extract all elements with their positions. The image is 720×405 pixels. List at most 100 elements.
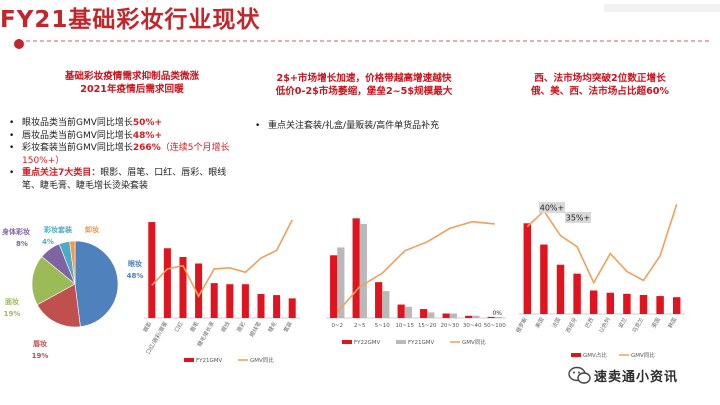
x-tick-label: 英国 bbox=[649, 316, 662, 330]
bar bbox=[337, 247, 345, 318]
pie-slice bbox=[36, 283, 81, 328]
bar bbox=[179, 256, 187, 318]
pie-slice-label: 面妆 bbox=[5, 297, 19, 306]
bar bbox=[226, 284, 234, 318]
legend-label: FY21GMV bbox=[196, 358, 223, 364]
bar bbox=[494, 316, 502, 318]
bullet-lip-makeup: 唇妆品类当前GMV同比增长48%+ bbox=[6, 130, 242, 143]
watermark: 速卖通小资讯 bbox=[568, 364, 708, 386]
bar bbox=[623, 293, 631, 314]
legend-label: GMV同比 bbox=[462, 338, 486, 346]
pie-slice-percent: 48% bbox=[127, 272, 144, 280]
bar bbox=[375, 282, 383, 318]
annotation-label: 35%+ bbox=[566, 214, 590, 223]
legend-label: GMV同比 bbox=[631, 351, 655, 358]
bar bbox=[257, 294, 265, 318]
wechat-logo-icon bbox=[568, 366, 591, 384]
x-tick-label: 眼线 bbox=[219, 320, 232, 334]
legend-swatch bbox=[184, 358, 194, 362]
legend-swatch bbox=[396, 340, 406, 344]
bar bbox=[397, 304, 405, 318]
country-gmv-chart: 俄罗斯 美国 法国 西班牙 巴西 以色列 波兰 乌克兰 英国 韩国 GMV占比 GMV同比 40%+35… bbox=[515, 202, 685, 358]
col3-heading-line1: 西、法市场均突破2位数正增长 bbox=[534, 73, 666, 84]
bar bbox=[639, 294, 648, 314]
bar bbox=[487, 316, 495, 318]
pie-slice-label: 唇妆 bbox=[33, 339, 47, 348]
x-tick-label: 睫毛 bbox=[266, 320, 279, 334]
bar bbox=[449, 313, 457, 318]
x-tick-label: 5~10 bbox=[375, 323, 391, 329]
x-tick-label: 韩国 bbox=[666, 316, 679, 330]
col3-heading-line2: 俄、美、西、法市场占比超60% bbox=[530, 86, 670, 97]
pie-slice-label: 彩妆套装 bbox=[43, 225, 72, 234]
bar bbox=[330, 255, 338, 318]
x-tick-label: 眼线笔 bbox=[248, 320, 263, 339]
bar bbox=[573, 273, 581, 314]
bar bbox=[606, 292, 615, 314]
bar bbox=[465, 315, 473, 318]
col3-heading: 西、法市场均突破2位数正增长 俄、美、西、法市场占比超60% bbox=[500, 72, 700, 98]
col1-bullet-list: 眼妆品类当前GMV同比增长50%+ 唇妆品类当前GMV同比增长48%+ 彩妆套装… bbox=[6, 117, 242, 193]
x-tick-label: 俄罗斯 bbox=[515, 316, 529, 335]
bar bbox=[420, 309, 428, 318]
col1-heading-line1: 基础彩妆疫情需求抑制品类微涨 bbox=[64, 71, 200, 82]
bar bbox=[382, 291, 390, 318]
pie-slice-percent: 19% bbox=[32, 352, 49, 360]
bullet-text: 彩妆套装当前GMV同比增长 bbox=[22, 143, 133, 154]
bullet-text: 唇妆品类当前GMV同比增长 bbox=[22, 130, 133, 141]
bullet-eye-makeup: 眼妆品类当前GMV同比增长50%+ bbox=[6, 117, 242, 130]
x-tick-label: 以色列 bbox=[597, 316, 612, 335]
col2-bullet-list: 重点关注套装/礼盒/量贩装/高件单货品补充 bbox=[252, 120, 492, 133]
bar bbox=[589, 290, 598, 314]
legend-label: GMV同比 bbox=[250, 356, 274, 364]
col2-heading-line2: 低价0-2$市场萎缩，堡垒2~5$规模最大 bbox=[275, 86, 453, 97]
gmv-yoy-line bbox=[151, 219, 293, 298]
bullet-text: 眼妆品类当前GMV同比增长 bbox=[22, 118, 133, 128]
bar bbox=[195, 263, 203, 318]
pie-slice bbox=[69, 240, 76, 285]
col2-heading: 2$+市场增长加速，价格带越高增速越快 低价0-2$市场萎缩，堡垒2~5$规模最… bbox=[244, 72, 484, 98]
x-tick-label: 唇彩 bbox=[235, 320, 248, 334]
col2-heading-line1: 2$+市场增长加速，价格带越高增速越快 bbox=[276, 73, 452, 84]
bullet-text: 重点关注套装/礼盒/量贩装/高件单货品补充 bbox=[268, 121, 440, 131]
bullet-text: 眼影、眉笔、口红、唇彩、眼线笔、睫毛膏、睫毛增长烫染套装 bbox=[22, 168, 227, 191]
page-title: FY21基础彩妆行业现状 bbox=[0, 7, 261, 33]
bar bbox=[404, 306, 412, 318]
legend-label: FY22GMV bbox=[354, 340, 381, 346]
col1-heading-line2: 2021年疫情后需求回暖 bbox=[80, 84, 184, 95]
category-share-pie-chart: 眼妆 48% 唇妆 19% 面妆 19% 身体彩妆 8% 彩妆套装 4% 卸妆 bbox=[1, 225, 144, 360]
bar bbox=[352, 218, 360, 318]
bar bbox=[442, 313, 450, 318]
price-band-gmv-chart: 0~2 2~5 5~10 10~15 15~20 20~30 30~40 50~100 FY22… bbox=[326, 218, 506, 346]
bar bbox=[210, 283, 218, 318]
gmv-yoy-line bbox=[336, 220, 495, 313]
annotation-box bbox=[565, 212, 591, 223]
bar bbox=[556, 264, 565, 314]
bar bbox=[672, 297, 681, 314]
x-tick-label: 套装 bbox=[281, 320, 294, 334]
pie-slice bbox=[74, 240, 119, 327]
bar bbox=[427, 312, 435, 318]
x-tick-label: 法国 bbox=[550, 316, 563, 330]
x-tick-label: 乌克兰 bbox=[630, 316, 645, 335]
x-tick-label: 口红 bbox=[172, 320, 185, 334]
x-tick-label: 眼影 bbox=[141, 320, 154, 334]
x-tick-label: 美国 bbox=[533, 316, 546, 330]
pie-slice-percent: 8% bbox=[16, 240, 28, 248]
pie-slice-percent: 19% bbox=[4, 310, 21, 318]
annotation-label: 0% bbox=[492, 310, 502, 317]
x-tick-label: 2~5 bbox=[354, 323, 366, 329]
bar bbox=[163, 248, 171, 318]
bar bbox=[148, 222, 156, 318]
bullet-highlight: 48%+ bbox=[132, 130, 162, 141]
legend-label: GMV占比 bbox=[583, 351, 607, 358]
x-tick-label: 波兰 bbox=[616, 316, 629, 330]
bullet-makeup-sets: 彩妆套装当前GMV同比增长266%（连续5个月增长150%+） bbox=[6, 142, 242, 167]
bullet-highlight: 266% bbox=[132, 143, 161, 154]
annotation-box bbox=[539, 202, 565, 213]
x-tick-label: 30~40 bbox=[463, 323, 482, 329]
pie-slice-percent: 4% bbox=[42, 238, 54, 246]
x-tick-label: 20~30 bbox=[440, 323, 459, 329]
bar bbox=[656, 296, 664, 314]
